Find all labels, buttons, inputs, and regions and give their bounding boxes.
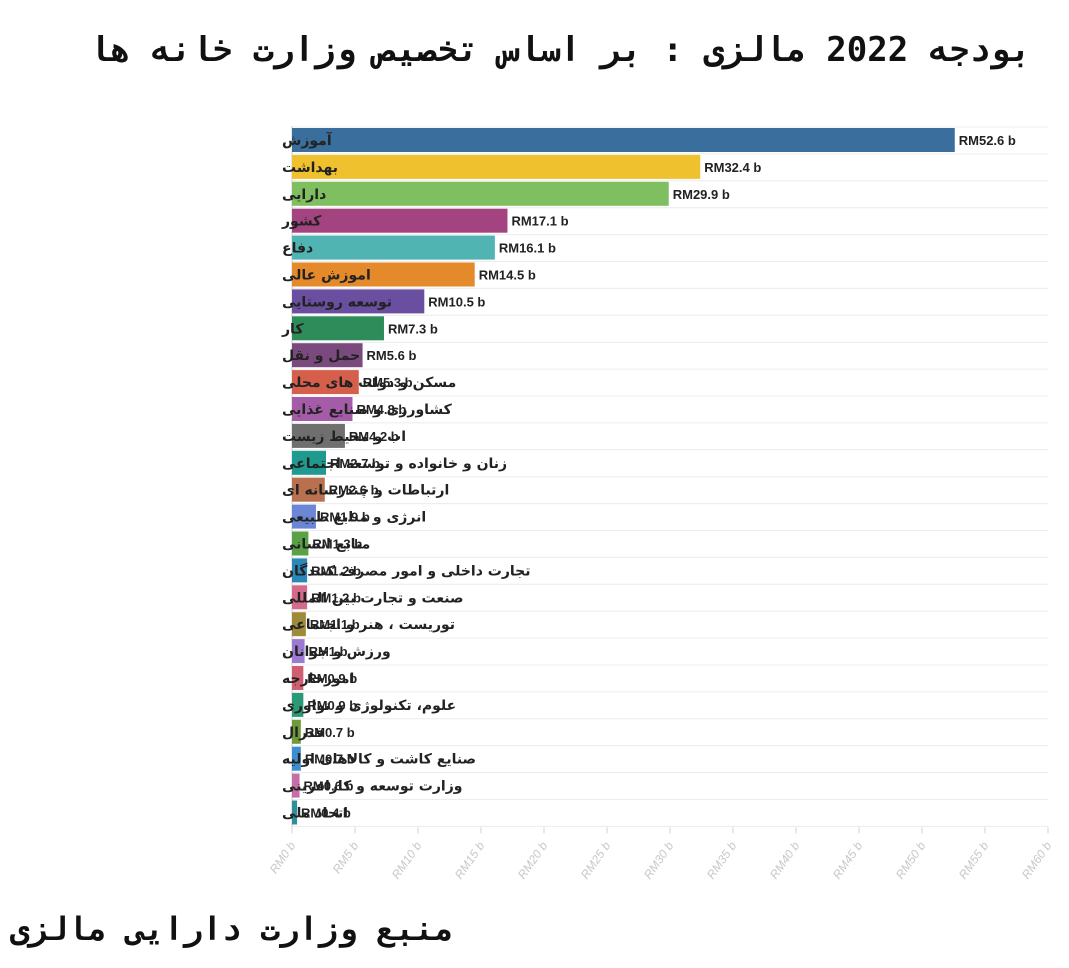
value-label: RM7.3 b: [388, 321, 438, 336]
category-label: صنایع کاشت و کالاهای اولیه: [282, 752, 476, 768]
value-label: RM0.7 b: [305, 725, 355, 740]
value-label: RM1.2 b: [311, 590, 361, 605]
x-tick-label: RM45 b: [830, 839, 866, 882]
x-tick-label: RM25 b: [578, 839, 614, 882]
category-label: کشاورزی و صنایع غذایی: [282, 402, 453, 418]
value-label: RM52.6 b: [959, 133, 1016, 148]
bar: [292, 289, 425, 314]
category-label: زنان و خانواده و توسعه اجتماعی: [282, 456, 507, 472]
value-label: RM1 b: [309, 644, 348, 659]
category-label: مسکن و دولت های محلی: [282, 375, 456, 391]
bar: [292, 181, 669, 206]
x-tick-label: RM60 b: [1019, 839, 1055, 882]
value-label: RM0.9 b: [307, 671, 357, 686]
bar: [292, 477, 325, 502]
category-label: دارایی: [282, 187, 326, 203]
bar: [292, 612, 306, 637]
bar: [292, 800, 298, 825]
category-label: کار: [281, 321, 304, 337]
value-label: RM17.1 b: [511, 214, 568, 229]
category-label: حمل و نقل: [282, 348, 360, 364]
bar: [292, 639, 305, 664]
bar: [292, 316, 384, 341]
bar: [292, 208, 508, 233]
bar: [292, 128, 955, 152]
value-label: RM14.5 b: [479, 268, 536, 283]
value-label: RM2.7 b: [330, 456, 380, 471]
category-label: دفاع: [282, 241, 313, 257]
bar: [292, 262, 475, 287]
x-tick-label: RM10 b: [389, 839, 425, 882]
bar: [292, 558, 308, 583]
value-label: RM29.9 b: [673, 187, 730, 202]
bar: [292, 585, 308, 610]
x-tick-label: RM20 b: [515, 839, 551, 882]
category-label: علوم، تکنولوژی و نواوری: [282, 698, 456, 714]
value-label: RM2.6 b: [329, 483, 379, 498]
category-label: انرژی و منابع طبیعی: [282, 510, 426, 526]
bar: [292, 666, 304, 690]
bar: [292, 531, 309, 556]
bar: [292, 423, 345, 448]
category-label: اب و محیط زیست: [282, 429, 406, 445]
x-tick-label: RM5 b: [330, 839, 362, 876]
value-label: RM0.4 b: [301, 806, 351, 821]
category-label: بهداشت: [282, 160, 338, 176]
category-label: آموزش: [282, 131, 333, 149]
bar: [292, 154, 701, 179]
value-label: RM1.9 b: [320, 510, 370, 525]
category-label: امورخارجه: [282, 671, 354, 687]
value-label: RM16.1 b: [499, 241, 556, 256]
category-label: توسعه روستایی: [282, 294, 392, 310]
value-label: RM5.6 b: [367, 348, 417, 363]
value-label: RM0.9 b: [307, 698, 357, 713]
bar: [292, 450, 327, 475]
bar: [292, 746, 301, 771]
value-label: RM1.1 b: [310, 617, 360, 632]
bar: [292, 397, 353, 421]
chart-title: بودجه 2022 مالزی : بر اساس تخصیص وزارت خ…: [89, 30, 1031, 70]
value-label: RM4.8 b: [356, 402, 406, 417]
value-label: RM5.3 b: [363, 375, 413, 390]
category-label: اموزش عالی: [282, 268, 371, 284]
bar: [292, 719, 301, 744]
value-label: RM1.2 b: [311, 563, 361, 578]
category-label: ارتباطات و چندرسانه ای: [282, 483, 449, 499]
x-tick-label: RM35 b: [704, 839, 740, 882]
value-label: RM0.6 b: [304, 779, 354, 794]
category-label: فدرال: [282, 725, 324, 741]
x-tick-label: RM55 b: [956, 839, 992, 882]
source-caption: منبع وزارت دارایی مالزی: [10, 910, 454, 948]
value-label: RM4.2 b: [349, 429, 399, 444]
category-label: صنعت و تجارت بین المللی: [282, 590, 464, 606]
category-label: منابع انسانی: [282, 537, 370, 553]
x-tick-label: RM0 b: [267, 839, 299, 876]
category-label: اتحاد ملی: [282, 806, 348, 822]
x-tick-label: RM50 b: [893, 839, 929, 882]
x-tick-label: RM30 b: [641, 839, 677, 882]
category-label: ورزش و جوانان: [282, 644, 391, 660]
bar: [292, 692, 304, 717]
x-tick-label: RM15 b: [452, 839, 488, 882]
value-label: RM1.3 b: [312, 537, 362, 552]
bar: [292, 773, 300, 798]
bar: [292, 343, 363, 368]
bar: [292, 504, 316, 529]
bar: [292, 235, 495, 260]
value-label: RM32.4 b: [704, 160, 761, 175]
category-label: توریست ، هنر و اجتماعی: [282, 617, 455, 633]
value-label: RM0.7 b: [305, 752, 355, 767]
category-label: تجارت داخلی و امور مصرف کنندگان: [282, 562, 531, 579]
bar: [292, 370, 359, 395]
x-tick-label: RM40 b: [767, 839, 803, 882]
category-label: وزارت توسعه و کارافرینی: [282, 779, 462, 795]
value-label: RM10.5 b: [428, 294, 485, 309]
category-label: کشور: [281, 214, 322, 230]
